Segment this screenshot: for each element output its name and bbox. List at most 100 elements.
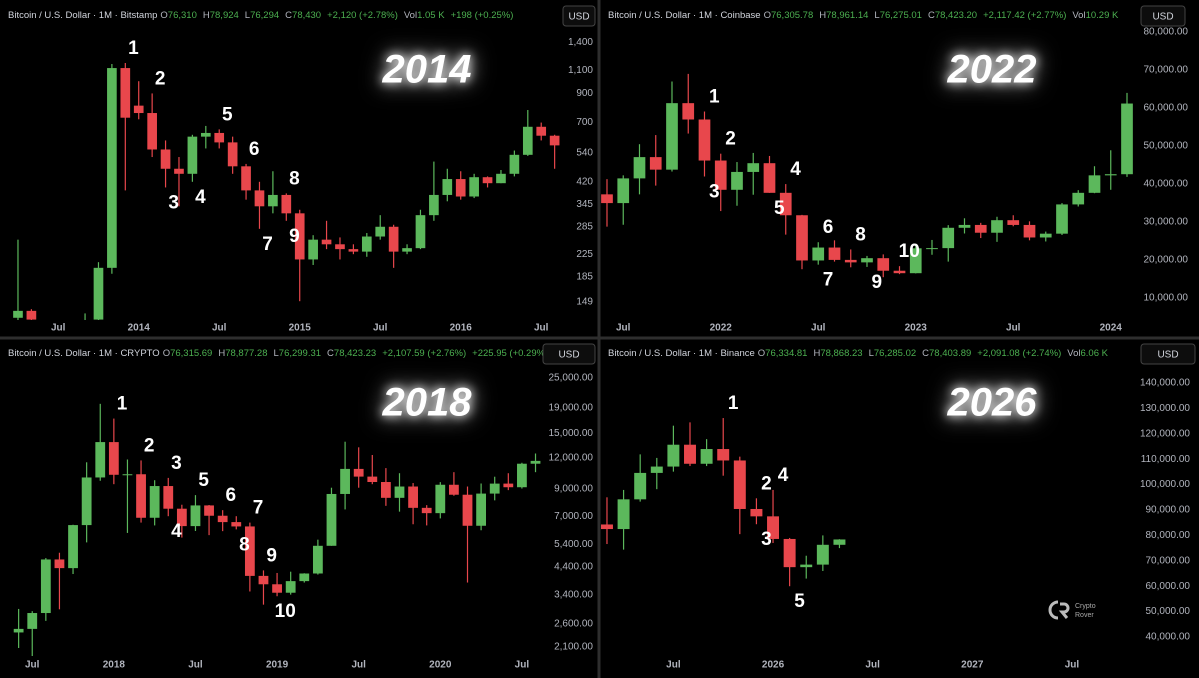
candle-body [767, 516, 780, 539]
volume-value: 6.06 K [1080, 348, 1108, 359]
candle-body [174, 168, 184, 174]
candle-body [796, 215, 808, 261]
candle-body [833, 539, 846, 545]
x-tick-label: Jul [373, 323, 388, 334]
ohlc-value: 78,430 [292, 10, 321, 21]
y-tick-label: 225 [576, 249, 593, 260]
symbol: Bitcoin / U.S. Dollar · 1M · Coinbase [608, 10, 761, 21]
candle-body [375, 226, 386, 237]
candle-body [281, 194, 292, 214]
annotation: 7 [253, 498, 264, 519]
ohlc-value: 78,423.20 [935, 10, 977, 21]
candle-body [942, 227, 955, 249]
candle-body [482, 177, 493, 184]
ohlc-value: 76,275.01 [880, 10, 922, 21]
candle-body [367, 476, 378, 483]
candle-body [812, 247, 825, 261]
candle-body [750, 508, 763, 517]
candle-body [974, 224, 987, 233]
candle-body [800, 564, 813, 568]
candle-body [469, 177, 479, 197]
y-tick-label: 9,000.00 [554, 484, 593, 495]
candle-body [133, 105, 144, 114]
annotation: 4 [195, 187, 206, 208]
x-tick-label: 2014 [128, 323, 151, 334]
candle-body [503, 483, 514, 488]
candle-body [991, 220, 1003, 233]
x-tick-label: Jul [25, 660, 40, 671]
candle-body [200, 132, 211, 137]
candle-body [700, 449, 713, 464]
ohlc-key: O [758, 348, 765, 359]
candle-body [714, 160, 727, 190]
candle-body [844, 259, 857, 263]
candle-body [187, 136, 198, 174]
ohlc-key: O [764, 10, 771, 21]
candle-body [684, 444, 696, 464]
candle-body [429, 194, 439, 216]
candle-body [68, 525, 78, 569]
currency-button [1140, 343, 1196, 365]
candle-body [779, 192, 792, 216]
y-tick-label: 70,000.00 [1144, 65, 1189, 76]
candle-body [517, 463, 527, 488]
annotation: 2 [144, 435, 155, 456]
annotation: 6 [823, 217, 834, 238]
volume-key: Vol [404, 10, 417, 21]
ohlc-key: H [813, 348, 820, 359]
x-tick-label: 2016 [450, 323, 473, 334]
x-tick-label: Jul [212, 323, 227, 334]
volume-key: Vol [1072, 10, 1085, 21]
candle-body [40, 559, 51, 614]
annotation: 9 [266, 545, 277, 566]
annotation: 7 [262, 234, 273, 255]
candle-body [1056, 204, 1068, 234]
y-tick-label: 2,100.00 [554, 642, 593, 653]
y-tick-label: 540 [576, 147, 593, 158]
x-tick-label: 2018 [103, 660, 126, 671]
symbol: Bitcoin / U.S. Dollar · 1M · Binance [608, 348, 755, 359]
candle-body [93, 267, 104, 320]
watermark-logo [1048, 600, 1070, 620]
annotation: 10 [899, 241, 920, 262]
ohlc-value: 78,961.14 [826, 10, 868, 21]
candle-body [326, 493, 337, 546]
ohlc-value: 78,868.23 [820, 348, 862, 359]
x-tick-label: Jul [865, 660, 880, 671]
x-tick-label: 2023 [905, 323, 928, 334]
header: Bitcoin / U.S. Dollar · 1M · CRYPTO O76,3… [8, 348, 548, 359]
y-tick-label: 420 [576, 176, 593, 187]
candle-body [394, 486, 405, 498]
candle-body [340, 468, 350, 494]
y-tick-label: 1,400 [568, 37, 593, 48]
candle-body [455, 179, 466, 197]
candle-body [241, 166, 251, 191]
chart-panel: Bitcoin / U.S. Dollar · 1M · Coinbase O76… [601, 5, 1189, 334]
annotation: 4 [171, 521, 182, 542]
y-tick-label: 10,000.00 [1144, 293, 1189, 304]
y-tick-label: 285 [576, 221, 593, 232]
x-tick-label: 2024 [1100, 323, 1123, 334]
y-tick-label: 80,000.00 [1144, 27, 1189, 38]
annotation: 3 [761, 529, 772, 550]
candle-body [747, 163, 760, 172]
change: +2,091.08 (+2.74%) [977, 348, 1061, 359]
candle-body [408, 486, 418, 508]
y-tick-label: 5,400.00 [554, 539, 593, 550]
y-tick-label: 40,000.00 [1146, 632, 1191, 643]
symbol: Bitcoin / U.S. Dollar · 1M · Bitstamp [8, 10, 157, 21]
volume-key: Vol [1067, 348, 1080, 359]
candle-body [496, 173, 506, 184]
x-tick-label: 2015 [289, 323, 312, 334]
x-tick-label: 2019 [266, 660, 289, 671]
candle-body [122, 474, 133, 476]
candle-body [285, 581, 296, 593]
candle-body [258, 575, 269, 585]
chart-title: 2018 [382, 381, 473, 425]
candle-body [380, 482, 391, 498]
x-tick-label: 2020 [429, 660, 452, 671]
annotation: 7 [823, 270, 834, 291]
x-tick-label: Jul [1065, 660, 1080, 671]
x-tick-label: 2026 [762, 660, 785, 671]
